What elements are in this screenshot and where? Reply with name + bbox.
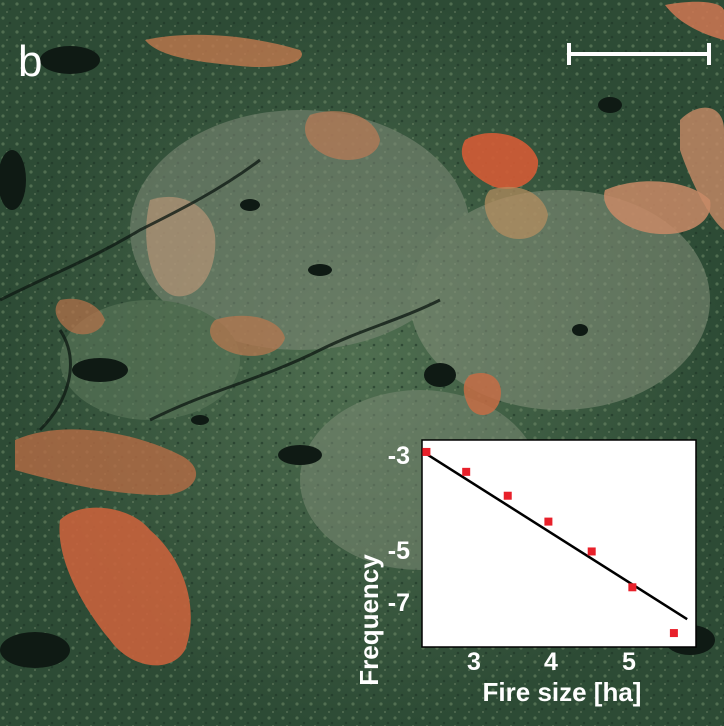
data-point [544, 517, 553, 526]
drainage-lines [0, 158, 441, 432]
y-axis-label: Frequency [354, 554, 384, 686]
data-point [628, 583, 637, 592]
x-tick-label: 4 [544, 648, 558, 676]
data-point [422, 447, 431, 456]
grey-vegetation-regions [60, 110, 710, 570]
data-point [669, 629, 678, 638]
plot-area [421, 439, 697, 648]
panel-letter: b [18, 37, 43, 86]
inset-chart: Frequency -3 -5 -7 3 4 5 Fire size [ha] [354, 439, 697, 707]
burn-scars [15, 1, 724, 666]
y-tick-label: -3 [388, 442, 410, 470]
data-point [587, 547, 596, 556]
x-tick-label: 5 [622, 648, 636, 676]
y-tick-label: -7 [388, 589, 410, 617]
x-tick-label: 3 [467, 648, 481, 676]
data-point [503, 491, 512, 500]
x-axis-label: Fire size [ha] [483, 677, 642, 707]
y-tick-label: -5 [388, 537, 410, 565]
scale-bar [567, 43, 711, 65]
fit-line [425, 452, 688, 621]
data-point [462, 467, 471, 476]
